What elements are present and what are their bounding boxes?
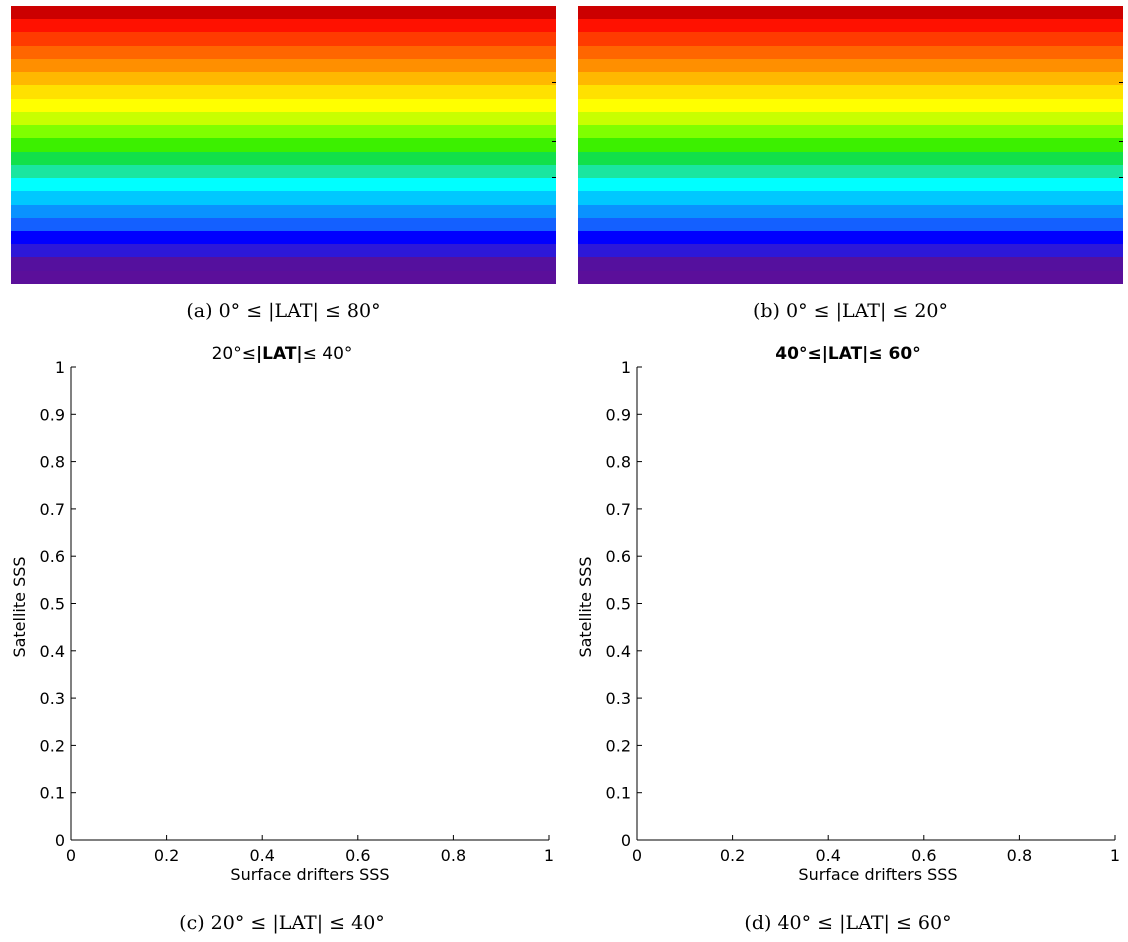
scatter-chart-c: 20°≤|LAT|≤ 40° 0 0.1 0.2 0.3 0.4 0.5 0.6 0.7 0.8… [10,344,555,884]
chart-d-title: 40°≤|LAT|≤ 60° [775,344,920,364]
panel-a-right-tick [552,141,556,142]
color-band-13 [11,178,556,192]
caption-b: (b) 0° ≤ |LAT| ≤ 20° [752,300,949,322]
chart-c-xtick-label: 0.2 [154,846,179,865]
chart-c-ytick-label: 0.1 [40,784,65,803]
color-band-0 [11,6,556,20]
chart-c-xtick-label: 0 [66,846,76,865]
chart-d-ytick-label: 0.2 [606,736,631,755]
color-band-18 [578,244,1123,258]
color-band-20 [11,270,556,284]
chart-c-ylabel: Satellite SSS [10,556,29,657]
color-band-3 [11,45,556,59]
chart-c-ytick-label: 0.7 [40,500,65,519]
caption-d: (d) 40° ≤ |LAT| ≤ 60° [744,912,952,934]
chart-c-ytick-label: 1 [55,358,65,377]
color-band-6 [578,85,1123,99]
chart-c-ytick-label: 0.6 [40,547,65,566]
chart-d-ytick-label: 0.1 [606,784,631,803]
caption-a: (a) 0° ≤ |LAT| ≤ 80° [186,300,381,322]
chart-c-xtick-label: 0.4 [249,846,274,865]
chart-c-ytick-label: 0.5 [40,595,65,614]
color-band-17 [578,230,1123,245]
color-band-15 [11,204,556,218]
chart-c-ytick-label: 0.8 [40,453,65,472]
chart-d-ytick-label: 0.9 [606,405,631,424]
color-band-10 [11,138,556,152]
chart-d-ytick-label: 0.7 [606,500,631,519]
caption-c: (c) 20° ≤ |LAT| ≤ 40° [179,912,385,934]
panel-b-right-tick [1119,141,1123,142]
color-band-15 [578,204,1123,218]
panel-a-right-tick [552,177,556,178]
color-band-16 [11,217,556,231]
color-band-3 [578,45,1123,59]
chart-d-xtick-label: 0.6 [911,846,936,865]
color-band-20 [578,270,1123,284]
chart-c-ytick-label: 0.9 [40,405,65,424]
chart-d-xtick-label: 0.8 [1007,846,1032,865]
chart-d-ytick-label: 0.8 [606,453,631,472]
color-band-4 [11,58,556,73]
panel-b-right-tick [1119,177,1123,178]
chart-d-xtick-label: 1 [1110,846,1120,865]
chart-c-xtick-label: 0.8 [441,846,466,865]
color-band-19 [578,257,1123,271]
chart-c-axes: 0 0.1 0.2 0.3 0.4 0.5 0.6 0.7 0.8 0.9 1 0 0.2 0.4 0.6 0… [40,358,555,865]
color-band-14 [578,191,1123,205]
color-band-9 [11,125,556,139]
color-band-11 [11,151,556,165]
color-band-4 [578,58,1123,73]
chart-c-ytick-label: 0.3 [40,689,65,708]
color-band-8 [578,111,1123,126]
chart-d-ytick-label: 1 [621,358,631,377]
color-band-7 [578,98,1123,112]
panel-a-right-tick [552,82,556,83]
chart-d-ylabel: Satellite SSS [576,556,595,657]
color-band-1 [11,19,556,33]
chart-c-xlabel: Surface drifters SSS [230,865,389,884]
chart-c-xtick-label: 1 [544,846,554,865]
color-band-7 [11,98,556,112]
color-band-0 [578,6,1123,20]
color-band-6 [11,85,556,99]
color-band-8 [11,111,556,126]
chart-c-ytick-label: 0 [55,831,65,850]
chart-d-xtick-label: 0.4 [815,846,840,865]
color-band-17 [11,230,556,245]
chart-c-ytick-label: 0.2 [40,736,65,755]
chart-d-xlabel: Surface drifters SSS [798,865,957,884]
color-band-16 [578,217,1123,231]
color-band-5 [578,72,1123,86]
chart-d-xtick-label: 0 [632,846,642,865]
color-band-11 [578,151,1123,165]
chart-c-title: 20°≤|LAT|≤ 40° [212,344,353,364]
colorband-panel-b [578,6,1123,284]
chart-d-ytick-label: 0.6 [606,547,631,566]
color-band-14 [11,191,556,205]
color-band-2 [578,32,1123,46]
color-band-13 [578,178,1123,192]
chart-d-ytick-label: 0.3 [606,689,631,708]
chart-d-axes: 0 0.1 0.2 0.3 0.4 0.5 0.6 0.7 0.8 0.9 1 0 0.2 0.4 0.6 0… [606,358,1121,865]
color-band-1 [578,19,1123,33]
chart-d-xtick-label: 0.2 [720,846,745,865]
color-band-2 [11,32,556,46]
color-band-12 [11,164,556,179]
color-band-9 [578,125,1123,139]
scatter-chart-d: 40°≤|LAT|≤ 60° 0 0.1 0.2 0.3 0.4 0.5 0.6 0.7 0.8… [576,344,1121,884]
color-band-10 [578,138,1123,152]
chart-c-ytick-label: 0.4 [40,642,65,661]
color-band-19 [11,257,556,271]
chart-d-ytick-label: 0.5 [606,595,631,614]
color-band-5 [11,72,556,86]
chart-d-ytick-label: 0.4 [606,642,631,661]
panel-b-right-tick [1119,82,1123,83]
colorband-panel-a [11,6,556,284]
color-band-12 [578,164,1123,179]
chart-c-xtick-label: 0.6 [345,846,370,865]
color-band-18 [11,244,556,258]
chart-d-ytick-label: 0 [621,831,631,850]
